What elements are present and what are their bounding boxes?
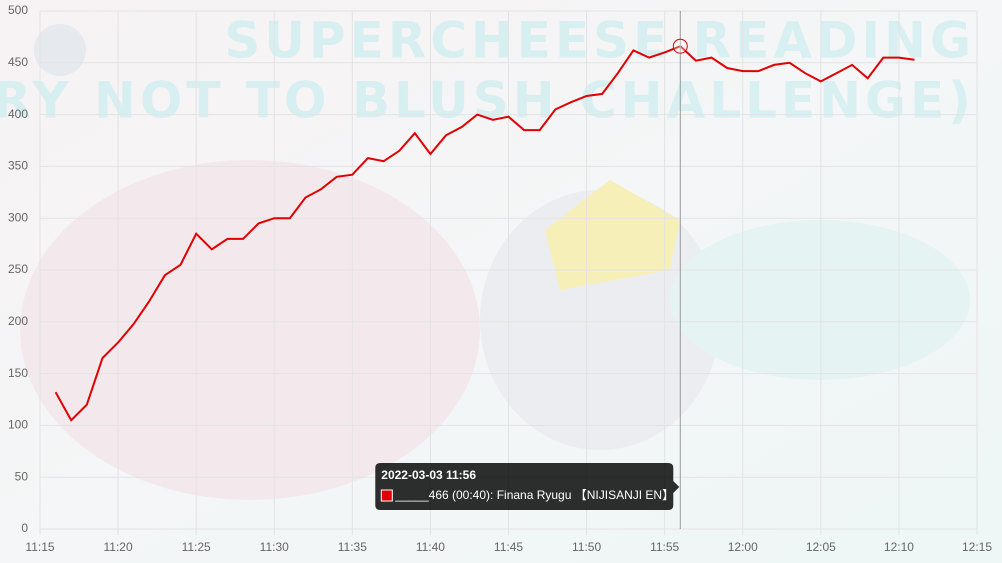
tooltip-swatch xyxy=(380,489,393,502)
x-tick-label: 11:35 xyxy=(338,540,367,554)
y-tick-label: 300 xyxy=(8,210,28,224)
x-tick-label: 12:15 xyxy=(962,540,992,554)
x-tick-label: 12:00 xyxy=(728,540,758,554)
y-tick-label: 400 xyxy=(8,107,28,121)
watermark-text: SUPERCHEESE READING xyxy=(224,12,975,70)
x-tick-label: 11:40 xyxy=(416,540,445,554)
y-tick-label: 50 xyxy=(15,469,29,483)
y-tick-label: 250 xyxy=(8,262,28,276)
y-tick-label: 200 xyxy=(8,314,28,328)
x-tick-label: 11:45 xyxy=(494,540,523,554)
x-tick-label: 12:05 xyxy=(806,540,836,554)
x-tick-label: 11:50 xyxy=(572,540,601,554)
y-tick-label: 150 xyxy=(8,366,28,380)
tooltip-box xyxy=(375,463,680,510)
x-tick-label: 11:30 xyxy=(260,540,289,554)
tooltip: 2022-03-03 11:56 _____466 (00:40): Finana… xyxy=(375,463,680,510)
y-tick-label: 450 xyxy=(8,55,28,69)
hover-point xyxy=(672,38,688,54)
x-tick-label: 11:25 xyxy=(182,540,211,554)
x-tick-label: 11:55 xyxy=(650,540,679,554)
background-shape xyxy=(545,180,680,290)
y-tick-label: 350 xyxy=(8,159,28,173)
background-shape xyxy=(670,220,970,380)
x-tick-label: 12:10 xyxy=(884,540,914,554)
tooltip-text: _____466 (00:40): Finana Ryugu 【NIJISANJ… xyxy=(394,488,674,502)
y-tick-label: 500 xyxy=(8,3,28,17)
tooltip-title: 2022-03-03 11:56 xyxy=(381,468,476,482)
y-tick-label: 0 xyxy=(21,521,28,535)
background-shape xyxy=(20,160,480,500)
logo xyxy=(34,24,86,76)
data-line xyxy=(54,45,915,422)
y-tick-label: 100 xyxy=(8,418,28,432)
x-tick-label: 11:15 xyxy=(25,540,54,554)
x-tick-label: 11:20 xyxy=(104,540,133,554)
watermark-text: (TRY NOT TO BLUSH CHALLENGE) xyxy=(0,72,975,130)
